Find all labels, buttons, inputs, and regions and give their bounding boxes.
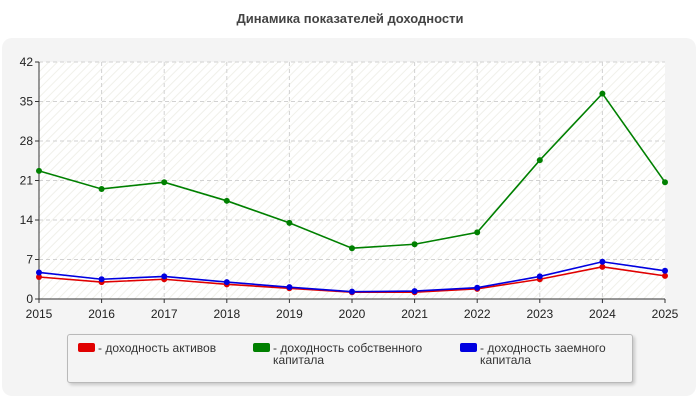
x-tick-label: 2015	[26, 307, 53, 321]
data-point	[662, 267, 668, 274]
data-point	[98, 276, 105, 283]
x-tick-label: 2018	[213, 307, 240, 321]
data-point	[474, 229, 481, 236]
y-tick-label: 7	[26, 253, 33, 267]
data-point	[223, 279, 230, 286]
legend-swatch	[460, 343, 477, 352]
data-point	[411, 241, 418, 248]
legend: - доходность активов - доходность собстве…	[67, 334, 633, 383]
x-tick-label: 2023	[526, 307, 553, 321]
x-tick-label: 2016	[88, 307, 115, 321]
x-tick-label: 2020	[339, 307, 366, 321]
y-tick-label: 0	[26, 292, 33, 306]
data-point	[599, 90, 606, 97]
data-point	[536, 157, 543, 164]
data-point	[161, 273, 168, 280]
data-point	[349, 245, 355, 252]
data-point	[599, 258, 606, 265]
data-point	[662, 179, 668, 186]
y-tick-label: 28	[20, 134, 34, 148]
y-tick-label: 42	[20, 55, 34, 69]
x-tick-label: 2017	[151, 307, 178, 321]
y-tick-label: 35	[20, 95, 34, 109]
x-tick-label: 2025	[652, 307, 679, 321]
legend-label: - доходность собственного капитала	[273, 341, 423, 367]
x-tick-label: 2019	[276, 307, 303, 321]
data-point	[36, 167, 42, 174]
legend-label: - доходность активов	[98, 341, 217, 355]
data-point	[286, 284, 293, 291]
data-point	[599, 263, 606, 270]
legend-swatch	[253, 343, 270, 352]
data-point	[474, 284, 481, 291]
data-point	[286, 219, 293, 226]
data-point	[223, 197, 230, 204]
data-point	[662, 272, 668, 279]
data-point	[536, 273, 543, 280]
chart-title: Динамика показателей доходности	[236, 11, 464, 26]
data-point	[36, 269, 42, 276]
data-point	[411, 288, 418, 295]
legend-label: - доходность заемного капитала	[480, 341, 606, 367]
x-tick-label: 2021	[401, 307, 428, 321]
y-tick-label: 14	[20, 213, 34, 227]
data-point	[36, 273, 42, 280]
x-tick-label: 2024	[589, 307, 616, 321]
legend-swatch	[78, 343, 95, 352]
data-point	[161, 179, 168, 186]
data-point	[349, 288, 355, 295]
x-tick-label: 2022	[464, 307, 491, 321]
data-point	[98, 185, 105, 192]
y-tick-label: 21	[20, 174, 34, 188]
